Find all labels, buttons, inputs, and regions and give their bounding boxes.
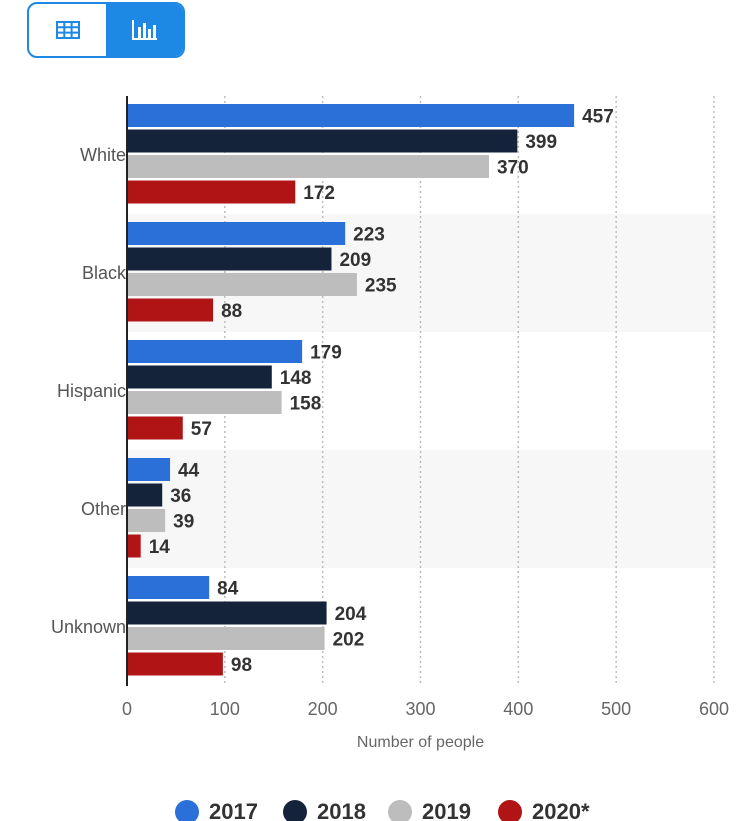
chart-legend: 2017 2018 2019 2020* [0, 790, 749, 821]
data-label: 172 [303, 183, 335, 204]
data-label: 36 [170, 486, 191, 507]
bar [127, 534, 141, 558]
legend-item[interactable]: 2019 [388, 800, 471, 821]
bar [127, 129, 518, 153]
bar [127, 273, 357, 296]
data-label: 179 [310, 343, 342, 364]
bar [127, 509, 166, 532]
bar [127, 576, 210, 599]
bar [127, 340, 303, 363]
category-label: Unknown [51, 617, 126, 637]
data-label: 202 [333, 630, 365, 651]
data-label: 148 [280, 368, 312, 389]
x-tick-label: 100 [210, 699, 240, 719]
bar [127, 601, 327, 625]
legend-swatch [498, 800, 522, 821]
category-band [127, 450, 716, 568]
chart-view-button[interactable] [106, 4, 183, 56]
bar [127, 155, 489, 178]
table-icon [55, 21, 80, 39]
x-tick-label: 0 [122, 699, 132, 719]
table-view-button[interactable] [29, 4, 106, 56]
bar [127, 104, 575, 127]
data-label: 44 [178, 461, 200, 482]
x-tick-label: 500 [601, 699, 631, 719]
x-axis-title: Number of people [357, 734, 484, 751]
legend-item[interactable]: 2018 [283, 800, 366, 821]
data-label: 399 [525, 132, 557, 153]
legend-swatch [388, 800, 412, 821]
data-label: 235 [365, 276, 397, 297]
bar [127, 416, 183, 440]
data-label: 370 [497, 158, 529, 179]
data-label: 98 [231, 655, 252, 676]
bar [127, 483, 163, 507]
category-label: Other [81, 499, 126, 519]
legend-item[interactable]: 2017 [175, 800, 258, 821]
legend-swatch [175, 800, 199, 821]
bar [127, 391, 282, 414]
bar [127, 627, 325, 650]
x-tick-label: 400 [503, 699, 533, 719]
legend-label: 2018 [317, 799, 366, 821]
bar-chart: 0 100 200 300 400 500 600 Number of people 457 39… [51, 96, 729, 751]
category-label: Hispanic [57, 381, 126, 401]
legend-item[interactable]: 2020* [498, 800, 590, 821]
data-label: 209 [339, 250, 371, 271]
bar [127, 652, 223, 676]
legend-label: 2019 [422, 799, 471, 821]
legend-label: 2020* [532, 799, 590, 821]
x-tick-label: 300 [405, 699, 435, 719]
bar [127, 247, 332, 271]
x-tick-label: 600 [699, 699, 729, 719]
x-tick-label: 200 [308, 699, 338, 719]
view-toggle [27, 2, 185, 58]
bar [127, 365, 272, 389]
data-label: 223 [353, 225, 385, 246]
bar [127, 222, 346, 245]
bar [127, 180, 296, 204]
data-label: 88 [221, 301, 242, 322]
legend-swatch [283, 800, 307, 821]
data-label: 14 [149, 537, 171, 558]
data-label: 57 [191, 419, 212, 440]
data-label: 39 [173, 512, 194, 533]
data-label: 158 [290, 394, 322, 415]
legend-label: 2017 [209, 799, 258, 821]
bar-chart-icon [131, 20, 157, 40]
bar [127, 458, 171, 481]
data-label: 457 [582, 107, 614, 128]
category-label: White [80, 145, 126, 165]
data-label: 84 [217, 579, 239, 600]
category-label: Black [82, 263, 127, 283]
bar [127, 298, 214, 322]
data-label: 204 [335, 604, 367, 625]
